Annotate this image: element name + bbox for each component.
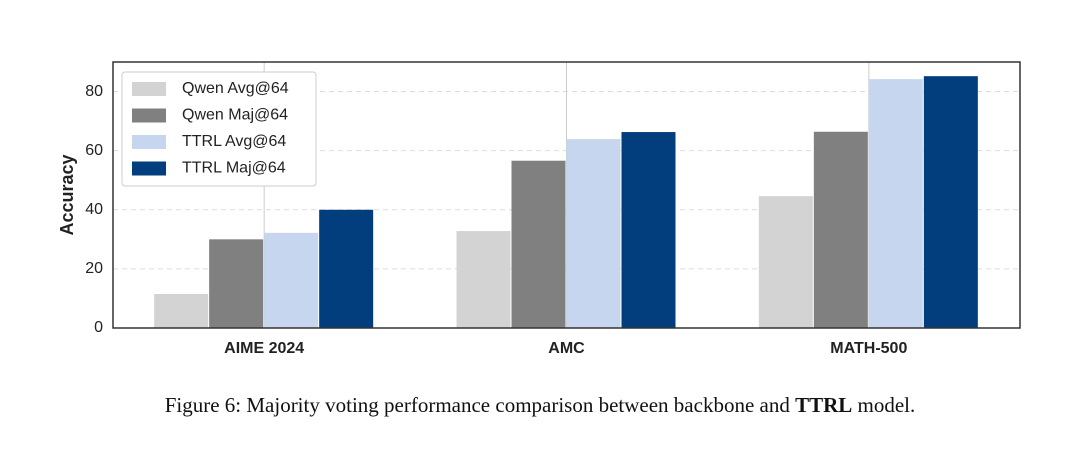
bar (621, 132, 676, 328)
bar (456, 231, 511, 328)
bar (511, 160, 566, 328)
bar (319, 209, 374, 328)
plot-frame (112, 61, 1021, 329)
y-axis-label: Accuracy (57, 154, 77, 235)
y-tick-label: 60 (85, 142, 103, 159)
legend-label: TTRL Maj@64 (182, 160, 286, 177)
bar (868, 79, 923, 329)
legend-label: Qwen Avg@64 (182, 80, 289, 97)
caption-text: Figure 6: Majority voting performance co… (164, 393, 796, 417)
y-tick-label: 80 (85, 83, 103, 100)
x-tick-label: MATH-500 (830, 340, 907, 357)
y-tick-label: 20 (85, 260, 103, 277)
bar (264, 232, 319, 328)
y-tick-label: 40 (85, 201, 103, 218)
bar (923, 76, 978, 328)
legend-swatch (132, 161, 166, 176)
legend-swatch (132, 82, 166, 96)
bar (758, 196, 813, 328)
legend-box (121, 71, 317, 187)
legend-swatch (132, 135, 166, 149)
x-tick-label: AIME 2024 (224, 340, 304, 357)
chart: Accuracy 0 20 40 60 80 AIME 2024 AMC MATH-500 Qw… (57, 61, 1021, 357)
bar (813, 131, 868, 328)
bar (209, 239, 264, 328)
legend-label: TTRL Avg@64 (182, 133, 286, 150)
caption-bold: TTRL (795, 393, 853, 417)
legend-label: Qwen Maj@64 (182, 107, 288, 124)
x-tick-label: AMC (548, 340, 585, 357)
bar (566, 139, 621, 328)
caption-text: model. (852, 393, 916, 417)
y-tick-label: 0 (94, 319, 103, 336)
caption: Figure 6: Majority voting performance co… (0, 393, 1080, 418)
bar (154, 294, 209, 328)
legend-swatch (132, 108, 166, 123)
